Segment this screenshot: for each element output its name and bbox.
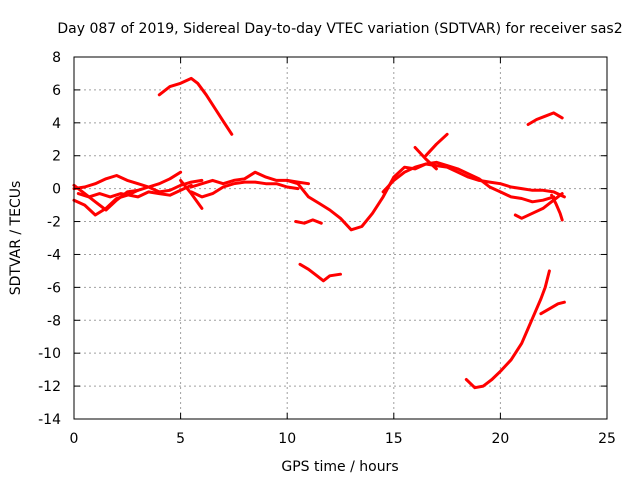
y-axis-label: SDTVAR / TECUs	[8, 181, 24, 296]
satellite-track-11	[413, 146, 438, 171]
y-tick-label: 2	[52, 149, 61, 165]
satellite-track-18	[539, 300, 566, 316]
y-tick-label: 8	[52, 50, 61, 66]
y-tick-label: -10	[38, 346, 61, 362]
satellite-track-1	[72, 170, 183, 212]
satellite-track-14	[157, 76, 234, 136]
satellite-track-8	[285, 162, 566, 232]
satellite-track-4	[76, 183, 193, 199]
y-tick-label: 0	[52, 182, 61, 198]
y-tick-label: -2	[47, 215, 61, 231]
x-tick-label: 0	[70, 431, 79, 447]
satellite-track-13	[550, 193, 564, 222]
satellite-track-3	[72, 174, 204, 194]
satellite-track-6	[189, 180, 300, 199]
satellite-track-9	[381, 160, 556, 204]
satellite-track-17	[464, 269, 551, 390]
satellite-track-15	[294, 218, 323, 225]
satellite-track-16	[298, 262, 342, 283]
x-tick-label: 20	[491, 431, 509, 447]
satellite-track-7	[179, 178, 204, 210]
satellite-track-19	[526, 111, 564, 126]
satellite-track-12	[513, 192, 564, 220]
x-tick-label: 25	[598, 431, 616, 447]
plot-frame	[73, 56, 608, 420]
satellite-track-10	[424, 132, 449, 158]
y-tick-label: 4	[52, 116, 61, 132]
chart-title: Day 087 of 2019, Sidereal Day-to-day VTE…	[57, 21, 622, 37]
grid	[74, 57, 607, 419]
data-series	[72, 76, 566, 390]
satellite-track-5	[189, 170, 310, 189]
x-axis-label: GPS time / hours	[281, 459, 398, 475]
x-tick-label: 10	[278, 431, 296, 447]
y-tick-label: 6	[52, 83, 61, 99]
x-tick-label: 15	[385, 431, 403, 447]
x-tick-label: 5	[176, 431, 185, 447]
y-tick-label: -6	[47, 280, 61, 296]
y-tick-label: -14	[38, 412, 61, 428]
axis-ticks: 0 5 10 15 20 25 -14 -12 -10 -8 -6 -4 -2 0 2 4 6 8	[38, 50, 616, 447]
y-tick-label: -12	[38, 379, 61, 395]
y-tick-label: -4	[47, 247, 61, 263]
y-tick-label: -8	[47, 313, 61, 329]
